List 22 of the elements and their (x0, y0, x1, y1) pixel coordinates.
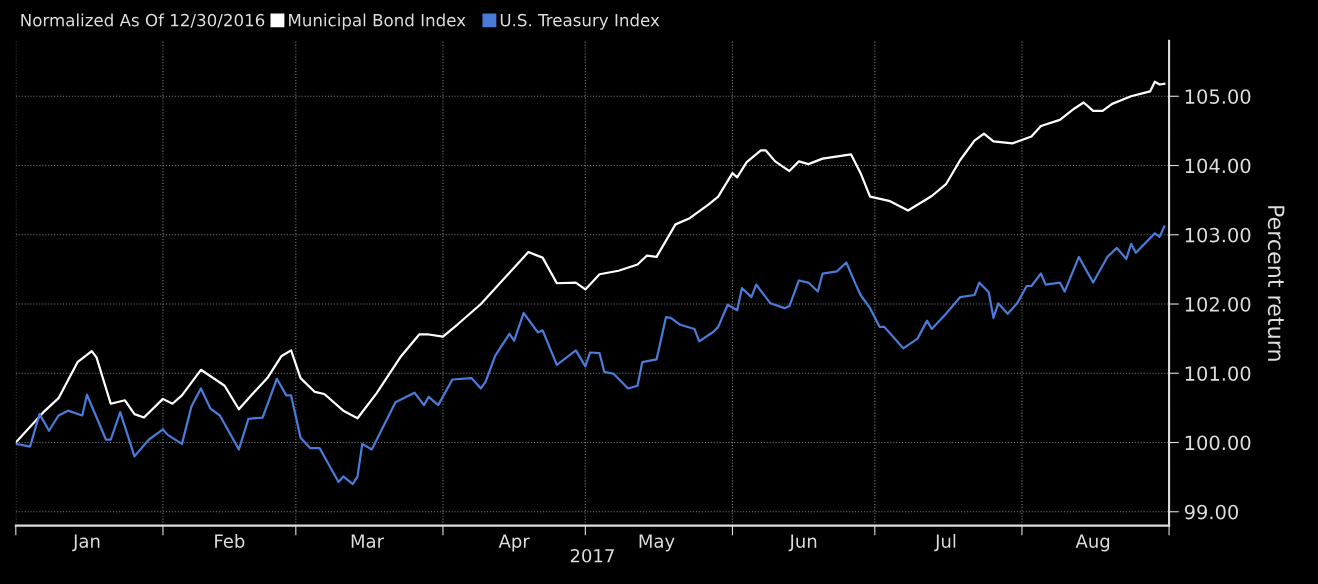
x-tick-label: Jul (934, 533, 956, 552)
x-tick-label: May (639, 534, 675, 552)
x-tick-label: Mar (351, 534, 385, 548)
x-tick-label: Feb (215, 533, 245, 548)
x-tick-label: Jan (72, 534, 100, 552)
y-tick-label: 102.00 (1185, 296, 1251, 312)
legend-title: Normalized As Of 12/30/2016 (21, 13, 265, 28)
y-tick-label: 99.00 (1184, 504, 1239, 520)
line-series (15, 80, 1166, 444)
legend-label: Municipal Bond Index (289, 13, 466, 30)
y-tick-label: 105.00 (1185, 89, 1251, 104)
y-tick-label: 103.00 (1185, 227, 1251, 243)
y-tick-label: 104.00 (1185, 158, 1251, 174)
line-series (15, 225, 1166, 486)
y-tick-label: 100.00 (1185, 435, 1251, 451)
y-tick-label: 101.00 (1185, 366, 1251, 381)
x-axis-title: 2017 (570, 548, 614, 563)
y-axis-title: Percent return (1267, 206, 1285, 361)
x-tick-label: Jun (788, 534, 817, 552)
x-tick-label: Apr (498, 534, 530, 552)
x-tick-label: Aug (1075, 534, 1110, 552)
legend-label: U.S. Treasury Index (500, 13, 660, 30)
